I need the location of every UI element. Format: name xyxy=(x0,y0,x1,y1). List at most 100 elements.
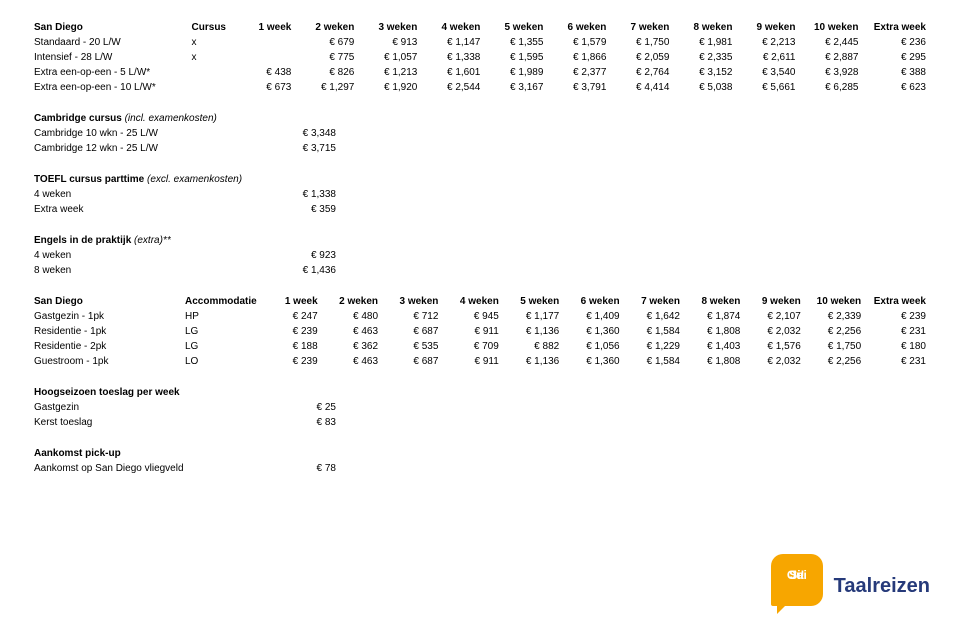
brand-logo: Ja Oui Si! Taalreizen xyxy=(771,554,930,609)
cell: € 1,579 xyxy=(549,35,612,50)
cell: € 945 xyxy=(444,309,504,324)
table-row: Residentie - 2pkLG€ 188€ 362€ 535€ 709€ … xyxy=(28,339,932,354)
table-row: Residentie - 1pkLG€ 239€ 463€ 687€ 911€ … xyxy=(28,324,932,339)
cell: € 2,335 xyxy=(675,50,738,65)
cell: € 623 xyxy=(864,80,932,95)
col-head: 6 weken xyxy=(549,20,612,35)
col-head: 2 weken xyxy=(297,20,360,35)
col-head: 8 weken xyxy=(686,294,746,309)
cell: € 463 xyxy=(324,354,384,369)
row-label: Extra een-op-een - 5 L/W* xyxy=(28,65,186,80)
col-head: 4 weken xyxy=(423,20,486,35)
toeslag-title: Hoogseizoen toeslag per week xyxy=(28,385,270,400)
logo-line3: Si! xyxy=(771,568,823,582)
cell: € 1,808 xyxy=(686,324,746,339)
cell: € 2,256 xyxy=(807,324,867,339)
cursus-title: Cursus xyxy=(186,20,235,35)
row-value: € 1,436 xyxy=(270,263,342,278)
col-head: Extra week xyxy=(867,294,932,309)
cell: € 2,764 xyxy=(612,65,675,80)
col-head: 1 week xyxy=(234,20,297,35)
cambridge-note: (incl. examenkosten) xyxy=(125,113,217,124)
praktijk-note: (extra)** xyxy=(134,235,171,246)
row-label: Cambridge 12 wkn - 25 L/W xyxy=(28,141,270,156)
cell: € 188 xyxy=(263,339,323,354)
cell: € 239 xyxy=(867,309,932,324)
row-label: Residentie - 1pk xyxy=(28,324,179,339)
table-row: 4 weken€ 1,338 xyxy=(28,187,342,202)
col-head: 5 weken xyxy=(505,294,565,309)
col-head: 3 weken xyxy=(360,20,423,35)
table-row: 8 weken€ 1,436 xyxy=(28,263,342,278)
cell: € 3,152 xyxy=(675,65,738,80)
toefl-title: TOEFL cursus parttime xyxy=(34,174,147,185)
cell: € 463 xyxy=(324,324,384,339)
table-row: 4 weken€ 923 xyxy=(28,248,342,263)
cell xyxy=(234,35,297,50)
col-head: 9 weken xyxy=(738,20,801,35)
table-row: Cambridge 12 wkn - 25 L/W€ 3,715 xyxy=(28,141,342,156)
row-code: LG xyxy=(179,324,263,339)
cell: € 709 xyxy=(444,339,504,354)
cell: € 1,057 xyxy=(360,50,423,65)
cell: € 775 xyxy=(297,50,360,65)
toefl-note: (excl. examenkosten) xyxy=(147,174,242,185)
col-head: 2 weken xyxy=(324,294,384,309)
row-value: € 359 xyxy=(270,202,342,217)
table-row: Guestroom - 1pkLO€ 239€ 463€ 687€ 911€ 1… xyxy=(28,354,932,369)
cell xyxy=(234,50,297,65)
cell: € 2,445 xyxy=(801,35,864,50)
cell: € 3,167 xyxy=(486,80,549,95)
row-label: Extra een-op-een - 10 L/W* xyxy=(28,80,186,95)
cell: € 1,229 xyxy=(626,339,686,354)
cell: € 1,866 xyxy=(549,50,612,65)
cell: € 1,584 xyxy=(626,354,686,369)
row-label: Standaard - 20 L/W xyxy=(28,35,186,50)
cell: € 2,611 xyxy=(738,50,801,65)
cell: € 1,147 xyxy=(423,35,486,50)
cell: € 1,595 xyxy=(486,50,549,65)
col-head: 7 weken xyxy=(626,294,686,309)
col-head: 6 weken xyxy=(565,294,625,309)
cell: € 1,584 xyxy=(626,324,686,339)
cursus-city: San Diego xyxy=(28,20,186,35)
brand-name: Taalreizen xyxy=(834,575,930,597)
col-head: 5 weken xyxy=(486,20,549,35)
col-head: 10 weken xyxy=(807,294,867,309)
cell: € 239 xyxy=(263,324,323,339)
cell: € 673 xyxy=(234,80,297,95)
cell: € 1,338 xyxy=(423,50,486,65)
row-value: € 83 xyxy=(270,415,342,430)
cell: € 3,928 xyxy=(801,65,864,80)
cell: € 4,414 xyxy=(612,80,675,95)
praktijk-title: Engels in de praktijk xyxy=(34,235,134,246)
row-label: Intensief - 28 L/W xyxy=(28,50,186,65)
cell: € 1,601 xyxy=(423,65,486,80)
cell: € 2,544 xyxy=(423,80,486,95)
cell: € 1,750 xyxy=(612,35,675,50)
table-row: Intensief - 28 L/Wx€ 775€ 1,057€ 1,338€ … xyxy=(28,50,932,65)
row-label: 4 weken xyxy=(28,248,270,263)
cell: € 2,107 xyxy=(746,309,806,324)
toeslag-table: Hoogseizoen toeslag per week Gastgezin€ … xyxy=(28,385,342,430)
cell: € 2,377 xyxy=(549,65,612,80)
table-row: Gastgezin - 1pkHP€ 247€ 480€ 712€ 945€ 1… xyxy=(28,309,932,324)
accom-table: San Diego Accommodatie 1 week 2 weken 3 … xyxy=(28,294,932,369)
row-label: Aankomst op San Diego vliegveld xyxy=(28,461,270,476)
cell: € 239 xyxy=(263,354,323,369)
col-head: 9 weken xyxy=(746,294,806,309)
row-code: LG xyxy=(179,339,263,354)
cell: € 388 xyxy=(864,65,932,80)
row-code: x xyxy=(186,50,235,65)
row-value: € 3,348 xyxy=(270,126,342,141)
cell: € 5,661 xyxy=(738,80,801,95)
cell: € 2,059 xyxy=(612,50,675,65)
cell: € 1,576 xyxy=(746,339,806,354)
cell: € 882 xyxy=(505,339,565,354)
row-code xyxy=(186,80,235,95)
cell: € 1,409 xyxy=(565,309,625,324)
speech-bubble-icon: Ja Oui Si! xyxy=(771,554,823,606)
cell: € 1,213 xyxy=(360,65,423,80)
cell: € 2,339 xyxy=(807,309,867,324)
cell: € 5,038 xyxy=(675,80,738,95)
